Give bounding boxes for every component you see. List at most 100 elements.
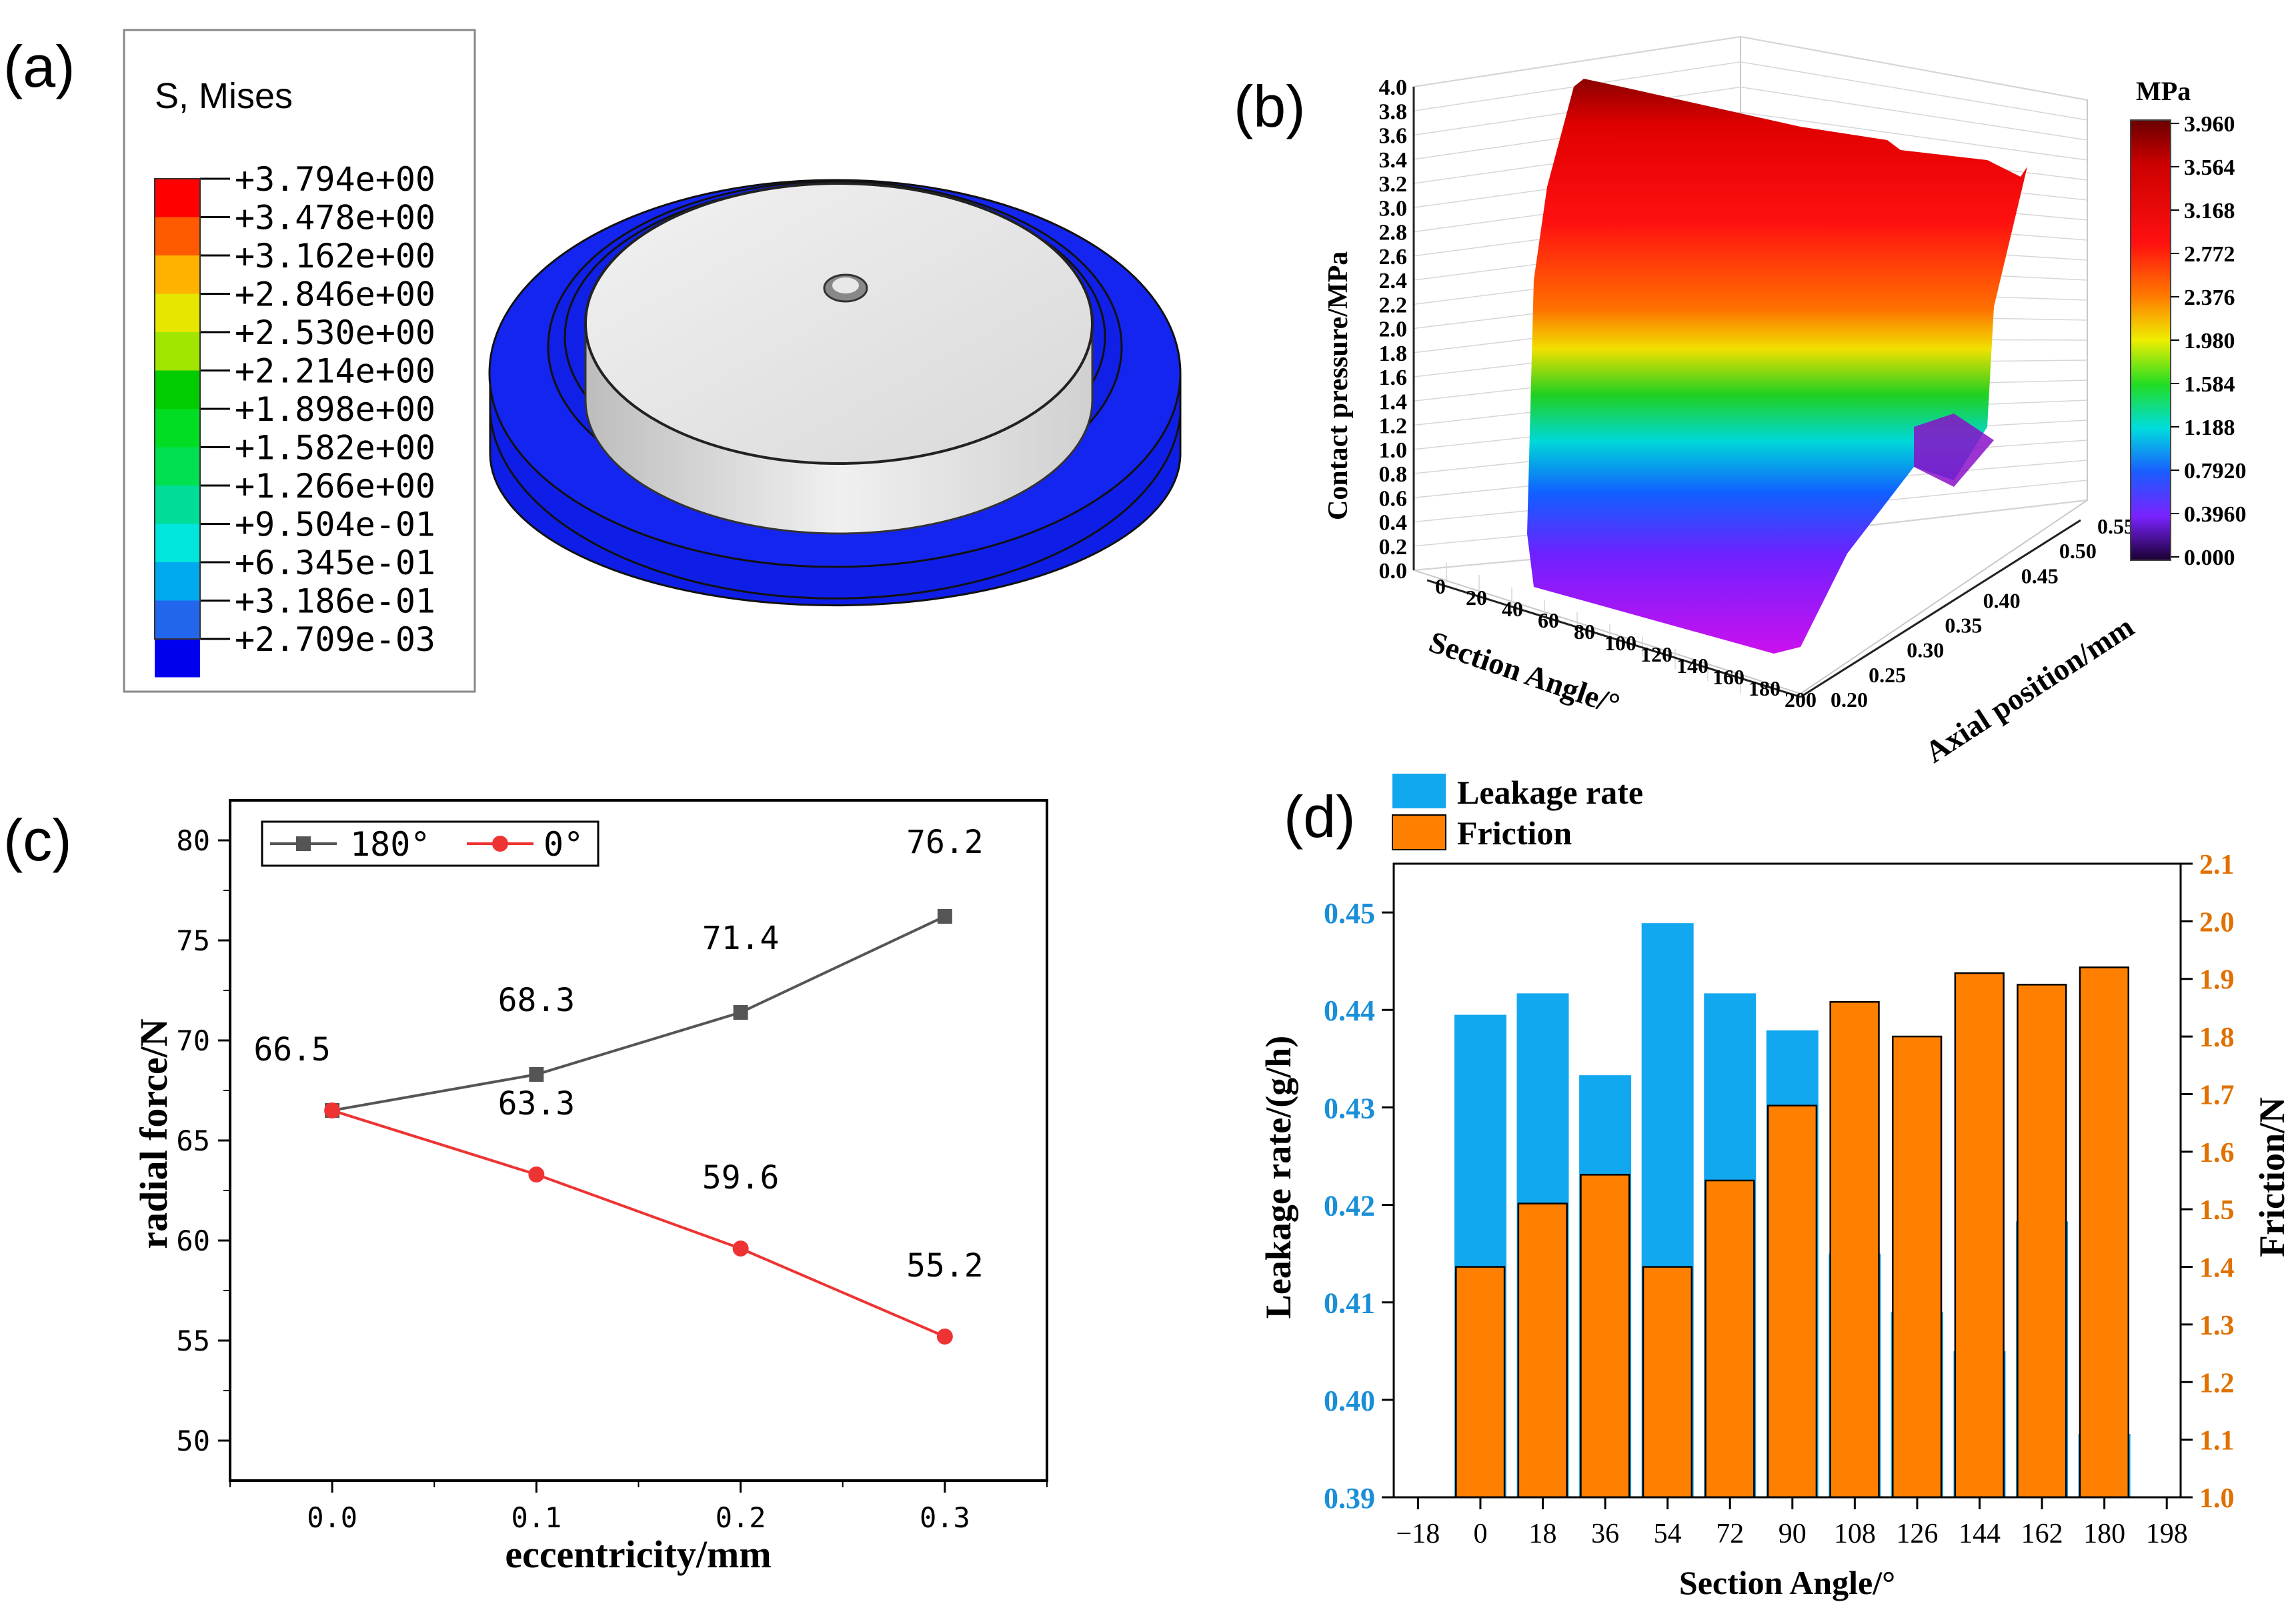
chart-d-xtick-label: 72 — [1716, 1519, 1744, 1549]
colorbar-ticks: 3.960 3.564 3.168 2.772 2.376 1.980 1.584 1.188… — [2171, 112, 2247, 570]
mises-legend-title: S, Mises — [155, 76, 293, 116]
chart-d-xtick-label: 90 — [1779, 1519, 1807, 1549]
chart-c-ylabel: radial force/N — [132, 1018, 175, 1249]
series-0-point — [936, 1329, 953, 1345]
chart-d-xtick-label: −18 — [1396, 1519, 1440, 1549]
plot3d-ytick: 1.2 — [1379, 414, 1408, 439]
mises-legend-value: +3.186e-01 — [235, 582, 435, 621]
chart-c-ytick-label: 60 — [176, 1225, 210, 1257]
chart-c-data-label: 59.6 — [702, 1159, 780, 1196]
panel-c-label: (c) — [3, 807, 72, 873]
plot3d-ytick: 2.0 — [1379, 317, 1408, 342]
plot3d-ytick: 0.0 — [1379, 559, 1408, 584]
legend-friction-swatch — [1392, 814, 1446, 850]
plot3d-ytick: 2.4 — [1379, 269, 1408, 293]
chart-d-y2tick-label: 1.7 — [2199, 1080, 2235, 1110]
friction-bar — [1580, 1174, 1630, 1499]
series-0-point — [324, 1102, 341, 1118]
chart-d-y2tick-label: 1.1 — [2199, 1426, 2235, 1457]
plot3d-ytick: 1.8 — [1379, 341, 1408, 366]
mises-legend-swatch — [155, 332, 200, 371]
chart-d-y2tick-label: 1.2 — [2199, 1368, 2235, 1399]
panel-d-label: (d) — [1284, 784, 1356, 850]
plot3d-hgrid — [1413, 86, 2088, 141]
friction-bar — [1767, 1104, 1818, 1499]
series-180-point — [733, 1005, 748, 1020]
mises-legend-value: +2.530e+00 — [235, 313, 435, 352]
mises-legend-swatch — [155, 447, 200, 486]
series-180-point — [937, 909, 952, 924]
mises-legend-value: +3.478e+00 — [235, 199, 435, 237]
chart-d-xtick-label: 0 — [1473, 1519, 1487, 1549]
plot3d-ytick: 3.2 — [1379, 172, 1408, 197]
chart-d-plot: 0.39 0.40 0.41 0.42 0.43 0.44 0.45 1.0 1.1 1.2 1.3… — [1324, 850, 2235, 1549]
series-0-line — [331, 1109, 946, 1338]
plot3d-ytick: 3.6 — [1379, 124, 1408, 149]
chart-c-ytick-label: 65 — [176, 1124, 210, 1157]
plot3d-xtick: 100 — [1604, 631, 1636, 655]
plot3d-xtick: 160 — [1712, 665, 1745, 689]
panel-b: (b) 0.00.20.40.60.81.01.21.41.61.82.02.2… — [1234, 35, 2247, 769]
colorbar — [2130, 119, 2171, 561]
mises-legend-swatch — [155, 524, 200, 562]
plot3d-ztick: 0.55 — [2097, 514, 2135, 538]
mises-legend-value: +9.504e-01 — [235, 506, 435, 544]
plot3d-xtick: 60 — [1538, 608, 1559, 632]
chart-d-ylabel: Leakage rate/(g/h) — [1258, 1036, 1298, 1319]
chart-c-ytick-label: 75 — [176, 924, 210, 957]
plot3d-ytick: 0.6 — [1379, 486, 1408, 511]
piston-top — [584, 182, 1094, 465]
plot3d-ytick: 1.0 — [1379, 438, 1408, 463]
plot3d-ztick: 0.35 — [1945, 614, 1982, 638]
chart-c-plot: 50 55 60 65 70 75 80 0.0 0.1 0.2 0.3 66.5 68.3 71.4 76… — [176, 824, 1048, 1534]
chart-d-y2tick-label: 2.1 — [2199, 850, 2235, 880]
chart-d-xtick-label: 126 — [1896, 1519, 1938, 1549]
mises-legend-value: +3.794e+00 — [235, 160, 435, 199]
plot3d-ytick: 2.6 — [1379, 245, 1408, 269]
plot3d-ytick: 0.8 — [1379, 462, 1408, 487]
mises-legend-swatch — [155, 370, 200, 409]
chart-c-xtick-label: 0.0 — [307, 1501, 357, 1534]
mises-legend-value: +2.846e+00 — [235, 275, 435, 314]
plot3d-tick-labels: 0.00.20.40.60.81.01.21.41.61.82.02.22.42… — [1379, 75, 2135, 712]
plot3d-ytick: 2.2 — [1379, 293, 1408, 317]
plot3d-axial-axis — [1800, 519, 2081, 698]
piston-center-hole-inner — [832, 277, 859, 293]
mises-legend-swatch — [155, 217, 200, 255]
plot3d-xtick: 20 — [1466, 586, 1487, 610]
chart-d-ytick-label: 0.41 — [1324, 1287, 1375, 1320]
mises-legend-swatch — [155, 409, 200, 448]
plot3d-ztick: 0.30 — [1907, 638, 1944, 662]
chart-d-xtick-label: 198 — [2146, 1519, 2188, 1549]
chart-d-y2tick-label: 1.6 — [2199, 1138, 2235, 1168]
plot3d-ztick: 0.25 — [1869, 663, 1906, 687]
chart-d-xtick-label: 162 — [2021, 1519, 2063, 1549]
chart-d-xtick-label: 108 — [1834, 1519, 1876, 1549]
chart-d-xlabel: Section Angle/° — [1679, 1564, 1895, 1601]
plot3d-ztick: 0.45 — [2021, 564, 2059, 588]
panel-c: (c) 50 55 60 65 70 75 80 0.0 0.1 0.2 0.3 66.5 68.3 71… — [3, 799, 1048, 1576]
friction-bar — [1704, 1179, 1755, 1499]
chart-c-data-label: 55.2 — [906, 1247, 984, 1285]
mises-legend-swatch — [155, 179, 200, 217]
chart-c-data-label: 63.3 — [498, 1085, 576, 1122]
legend-friction-label: Friction — [1457, 814, 1572, 852]
chart-c-frame — [229, 799, 1048, 1482]
chart-c-xtick-label: 0.2 — [716, 1501, 766, 1534]
colorbar-tick-label: 0.7920 — [2184, 459, 2247, 484]
chart-d-ytick-label: 0.44 — [1324, 994, 1375, 1027]
colorbar-tick-label: 1.980 — [2184, 329, 2235, 353]
series-180-line — [331, 915, 946, 1112]
plot3d-ztick: 0.20 — [1831, 688, 1868, 712]
panel-d: (d) Leakage rate Friction 0.390.400.410.… — [1258, 774, 2292, 1601]
legend-180-label: 180° — [350, 825, 430, 864]
colorbar-tick-label: 2.376 — [2184, 285, 2235, 310]
chart-d-ytick-label: 0.43 — [1324, 1092, 1375, 1124]
legend-180-marker — [296, 836, 311, 851]
colorbar-tick-label: 0.000 — [2184, 546, 2235, 570]
plot3d-ytick: 4.0 — [1379, 75, 1408, 100]
plot3d-ytick: 1.6 — [1379, 365, 1408, 390]
chart-c-data-label: 66.5 — [253, 1031, 331, 1068]
plot3d-ytick: 0.2 — [1379, 535, 1408, 560]
legend-0-marker — [492, 836, 508, 852]
